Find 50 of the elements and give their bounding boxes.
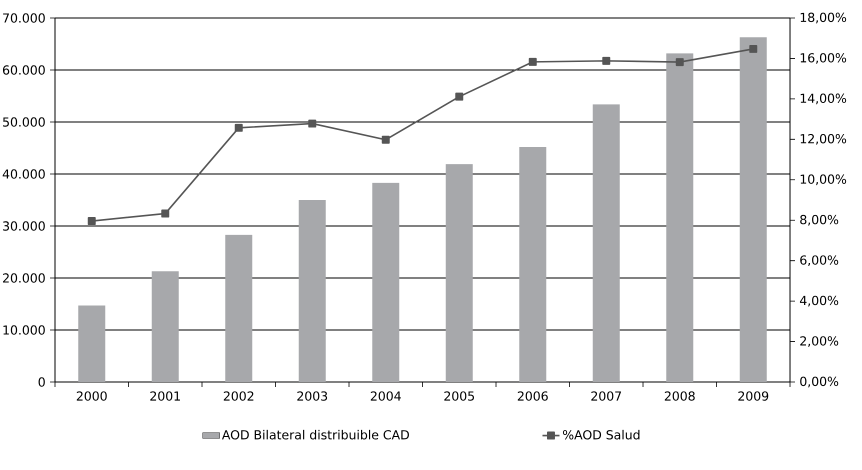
y2-tick-label: 14,00% bbox=[800, 94, 846, 104]
x-tick-label: 2001 bbox=[150, 391, 180, 401]
bar bbox=[152, 271, 179, 382]
bar bbox=[519, 146, 546, 382]
x-tick-label: 2003 bbox=[297, 391, 328, 401]
y2-tick-label: 12,00% bbox=[800, 134, 846, 145]
x-tick-label: 2007 bbox=[591, 391, 622, 401]
x-tick-label: 2002 bbox=[224, 391, 254, 401]
y-tick-label: 50.000 bbox=[3, 117, 45, 127]
legend-label: %AOD Salud bbox=[562, 430, 640, 440]
y2-tick-label: 8,00% bbox=[800, 214, 838, 226]
point bbox=[455, 92, 464, 101]
y-tick-label: 20.000 bbox=[3, 273, 45, 283]
point bbox=[602, 56, 610, 65]
y-tick-label: 60.000 bbox=[2, 65, 45, 75]
bar bbox=[372, 182, 400, 382]
point bbox=[161, 210, 170, 218]
x-tick-label: 2004 bbox=[370, 391, 401, 401]
bar bbox=[78, 306, 106, 382]
bar bbox=[225, 234, 252, 382]
y2-tick-label: 6,00% bbox=[800, 255, 838, 266]
y-tick-label: 40.000 bbox=[2, 169, 45, 179]
point bbox=[749, 44, 758, 53]
x-tick-label: 2006 bbox=[518, 391, 548, 401]
x-tick-label: 2005 bbox=[444, 391, 474, 401]
point bbox=[234, 124, 243, 132]
x-tick-label: 2009 bbox=[738, 391, 768, 401]
bar bbox=[740, 37, 767, 382]
y2-tick-label: 18,00% bbox=[800, 12, 846, 24]
y2-tick-label: 10,00% bbox=[800, 174, 846, 186]
bar bbox=[592, 104, 620, 382]
bar bbox=[446, 164, 473, 382]
y-tick-label: 10.000 bbox=[3, 325, 45, 335]
point bbox=[382, 136, 390, 144]
y-tick-label: 30.000 bbox=[3, 221, 45, 231]
y2-tick-label: 0,00% bbox=[800, 376, 838, 388]
point bbox=[528, 58, 537, 66]
x-tick-label: 2000 bbox=[76, 391, 107, 401]
legend-label: AOD Bilateral distribuible CAD bbox=[222, 430, 409, 440]
y2-tick-label: 4,00% bbox=[800, 296, 838, 306]
x-tick-label: 2008 bbox=[664, 391, 695, 401]
bar bbox=[666, 53, 694, 382]
point bbox=[676, 58, 684, 66]
point bbox=[308, 120, 316, 128]
y-tick-label: 70.000 bbox=[3, 13, 45, 23]
y2-tick-label: 2,00% bbox=[800, 336, 838, 347]
bar bbox=[298, 200, 326, 382]
point bbox=[88, 217, 96, 226]
y2-tick-label: 16,00% bbox=[800, 53, 846, 64]
y-tick-label: 0 bbox=[38, 377, 45, 387]
